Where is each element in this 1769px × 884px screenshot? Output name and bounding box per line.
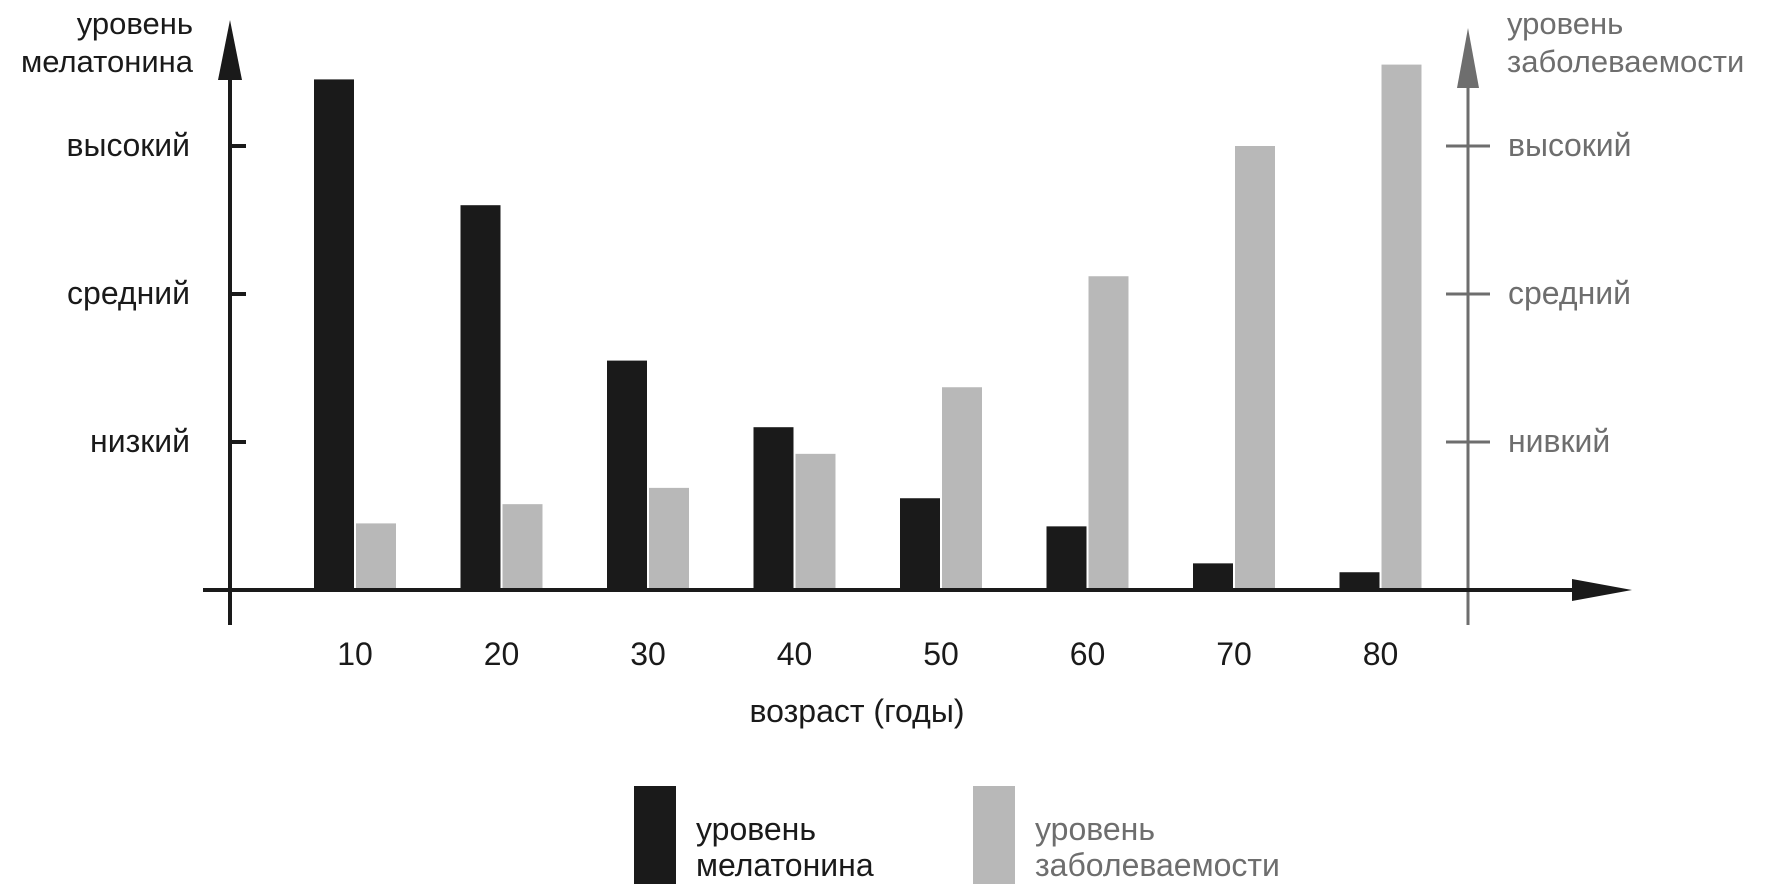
x-axis-label: возраст (годы) bbox=[750, 693, 965, 729]
melatonin-bar-10 bbox=[314, 79, 354, 591]
x-tick-label-50: 50 bbox=[923, 636, 959, 672]
melatonin-bar-70 bbox=[1193, 563, 1233, 590]
x-tick-label-60: 60 bbox=[1070, 636, 1106, 672]
axes-group bbox=[203, 20, 1632, 625]
right-tick-label-1: нивкий bbox=[1508, 423, 1610, 459]
x-tick-label-10: 10 bbox=[337, 636, 373, 672]
morbidity-bar-70 bbox=[1235, 146, 1275, 590]
labels-group: нивкийсреднийвыcокийуровеньзаболеваемост… bbox=[21, 6, 1744, 729]
melatonin-bar-60 bbox=[1046, 526, 1087, 590]
left-axis-label-line-1: уровень bbox=[77, 6, 193, 41]
legend-label-morbidity-line-1: уровень bbox=[1035, 811, 1155, 847]
melatonin-bar-20 bbox=[460, 205, 501, 590]
legend-label-melatonin-line-2: мелатонина bbox=[696, 847, 874, 883]
right-axis-label-line-1: уровень bbox=[1507, 6, 1623, 41]
legend-swatch-morbidity bbox=[973, 786, 1015, 884]
legend-label-melatonin-line-1: уровень bbox=[696, 811, 816, 847]
left-tick-label-1: низкий bbox=[90, 423, 190, 459]
left-tick-label-2: средний bbox=[67, 275, 190, 311]
left-axis-label-line-2: мелатонина bbox=[21, 44, 194, 79]
melatonin-bar-80 bbox=[1339, 572, 1380, 590]
melatonin-bar-40 bbox=[753, 427, 794, 590]
right-axis-label-line-2: заболеваемости bbox=[1507, 44, 1744, 79]
morbidity-bar-60 bbox=[1088, 276, 1129, 590]
morbidity-bar-50 bbox=[942, 387, 982, 590]
morbidity-bar-20 bbox=[502, 504, 543, 590]
melatonin-bar-50 bbox=[900, 498, 940, 590]
melatonin-bar-30 bbox=[607, 360, 647, 590]
x-tick-label-40: 40 bbox=[777, 636, 813, 672]
right-y-axis-arrow bbox=[1457, 28, 1479, 88]
left-tick-label-3: выcокий bbox=[66, 127, 190, 163]
right-tick-label-2: средний bbox=[1508, 275, 1631, 311]
morbidity-bar-10 bbox=[356, 523, 396, 590]
left-y-axis-arrow bbox=[218, 20, 242, 80]
x-tick-label-30: 30 bbox=[630, 636, 666, 672]
x-tick-label-80: 80 bbox=[1363, 636, 1399, 672]
legend-swatch-melatonin bbox=[634, 786, 676, 884]
x-tick-label-70: 70 bbox=[1216, 636, 1252, 672]
bars-group bbox=[314, 64, 1422, 591]
x-tick-label-20: 20 bbox=[484, 636, 520, 672]
morbidity-bar-40 bbox=[795, 453, 836, 590]
x-axis-arrow bbox=[1572, 579, 1632, 601]
morbidity-bar-30 bbox=[649, 487, 689, 590]
right-tick-label-3: выcокий bbox=[1508, 127, 1632, 163]
morbidity-bar-80 bbox=[1381, 64, 1422, 591]
legend-label-morbidity-line-2: заболеваемости bbox=[1035, 847, 1280, 883]
